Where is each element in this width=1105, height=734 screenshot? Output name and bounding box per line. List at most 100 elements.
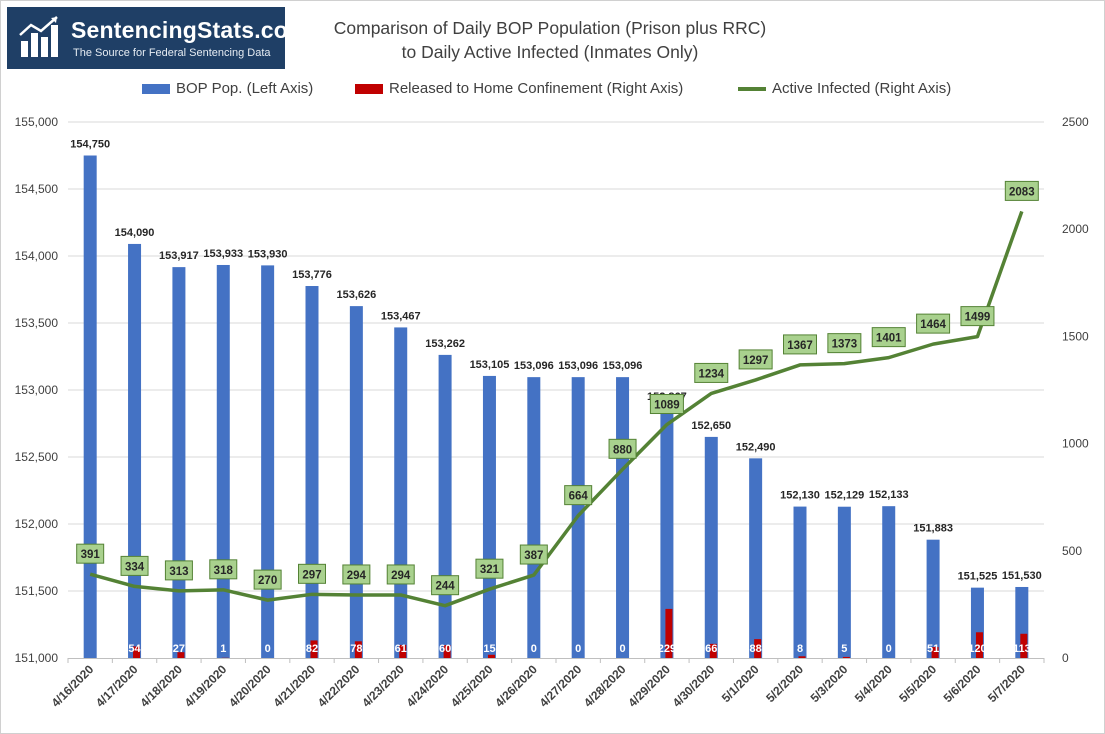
active-infected-data-label: 880: [613, 444, 632, 456]
bar-chart-logo-icon: [19, 16, 58, 57]
released-data-label: 229: [658, 643, 676, 655]
active-infected-data-label: 1464: [920, 319, 946, 331]
released-bar: [354, 641, 362, 658]
right-axis-tick-label: 500: [1062, 544, 1082, 558]
bop-pop-bar: [438, 354, 452, 658]
right-axis-tick-label: 2500: [1062, 115, 1089, 129]
x-axis-category-label: 5/7/2020: [985, 662, 1028, 705]
legend-label-active-infected: Active Infected (Right Axis): [772, 80, 952, 97]
legend-label-released: Released to Home Confinement (Right Axis…: [389, 80, 684, 97]
active-infected-label-box: [519, 544, 548, 565]
bop-pop-data-label: 153,096: [514, 360, 554, 372]
right-axis-tick-label: 1500: [1062, 329, 1089, 343]
released-bar: [310, 640, 318, 658]
bop-pop-bar: [926, 539, 940, 658]
right-axis-tick-label: 2000: [1062, 222, 1089, 236]
active-infected-label-box: [738, 349, 773, 370]
active-infected-data-label: 2083: [1009, 186, 1035, 198]
active-infected-data-label: 1401: [876, 333, 902, 345]
active-infected-data-label: 270: [258, 575, 277, 587]
active-infected-data-label: 664: [569, 491, 589, 503]
active-infected-data-label: 244: [435, 581, 455, 593]
active-infected-data-label: 1089: [654, 400, 680, 412]
bop-pop-bar: [83, 155, 97, 658]
left-axis-tick-label: 153,000: [15, 383, 59, 397]
active-infected-label-box: [475, 558, 504, 579]
bop-pop-data-label: 151,530: [1002, 570, 1042, 582]
active-infected-data-label: 387: [524, 550, 543, 562]
x-axis-category-label: 5/3/2020: [808, 662, 851, 705]
released-bar: [1020, 633, 1028, 658]
bop-pop-data-label: 153,933: [203, 248, 243, 260]
left-axis-tick-label: 153,500: [15, 316, 59, 330]
active-infected-data-label: 318: [214, 565, 234, 577]
bop-pop-data-label: 152,650: [691, 420, 731, 432]
brand-logo[interactable]: SentencingStats.com The Source for Feder…: [7, 7, 308, 69]
released-bar: [931, 647, 939, 658]
left-axis-ticks: 151,000 151,500 152,000 152,500 153,000 153,5…: [15, 115, 59, 665]
bop-pop-bar: [172, 267, 186, 658]
chart-legend: BOP Pop. (Left Axis) Released to Home Co…: [0, 78, 1105, 102]
bop-pop-data-label: 151,883: [913, 523, 953, 535]
bop-pop-bar: [349, 306, 363, 658]
released-data-label: 8: [797, 643, 803, 655]
bop-pop-bar: [616, 377, 630, 658]
active-infected-series-line: [89, 210, 1024, 608]
released-data-label: 0: [531, 643, 537, 655]
x-axis-category-label: 5/5/2020: [896, 662, 939, 705]
active-infected-label-box: [960, 306, 995, 327]
bop-pop-bar: [837, 506, 851, 658]
active-infected-data-label: 1297: [743, 355, 769, 367]
active-infected-label-box: [76, 543, 105, 564]
x-axis-category-label: 4/26/2020: [492, 662, 540, 710]
released-data-label: 120: [968, 643, 986, 655]
bop-pop-data-label: 152,490: [736, 441, 776, 453]
bop-pop-bars: [83, 155, 1029, 658]
active-infected-data-label: 1499: [965, 312, 991, 324]
x-axis-category-label: 4/27/2020: [537, 662, 585, 710]
bop-pop-data-label: 152,129: [824, 490, 864, 502]
active-infected-line: [89, 210, 1024, 608]
active-infected-label-box: [694, 362, 729, 383]
active-infected-label-box: [649, 394, 684, 415]
released-bar: [399, 644, 407, 658]
left-axis-tick-label: 152,500: [15, 450, 59, 464]
bop-pop-bar: [216, 264, 230, 658]
released-bar: [754, 639, 762, 658]
bop-pop-data-label: 153,105: [470, 359, 510, 371]
released-data-label: 27: [173, 643, 185, 655]
x-axis-category-label: 5/1/2020: [719, 662, 762, 705]
active-infected-data-label: 294: [391, 570, 411, 582]
released-bar: [975, 632, 983, 658]
x-axis-category-label: 5/4/2020: [852, 662, 895, 705]
active-infected-label-box: [827, 333, 862, 354]
x-axis-category-label: 4/18/2020: [137, 662, 185, 710]
legend-swatch-blue: [142, 83, 170, 94]
brand-name: SentencingStats.com: [71, 17, 309, 43]
released-data-label: 66: [705, 643, 717, 655]
active-infected-data-label: 391: [81, 549, 101, 561]
bop-pop-bar: [394, 327, 408, 658]
right-axis-tick-label: 0: [1062, 651, 1069, 665]
active-infected-label-box: [783, 334, 817, 355]
released-bar: [487, 654, 495, 658]
active-infected-data-label: 294: [347, 570, 367, 582]
bop-pop-data-label: 153,917: [159, 250, 199, 262]
active-infected-label-box: [871, 327, 906, 348]
released-data-label: 51: [927, 643, 939, 655]
active-infected-label-box: [431, 575, 460, 596]
bop-pop-data-labels: 154,750 154,090 153,917 153,933 153,930 153,7…: [70, 139, 1041, 583]
bop-pop-data-label: 152,130: [780, 490, 820, 502]
released-data-label: 82: [306, 643, 318, 655]
active-infected-data-label: 321: [480, 564, 500, 576]
active-infected-data-label: 1367: [787, 340, 813, 352]
left-axis-tick-label: 151,000: [15, 651, 59, 665]
x-axis-category-label: 4/16/2020: [49, 662, 97, 710]
legend-swatch-red: [355, 83, 383, 94]
x-axis-category-label: 4/21/2020: [270, 662, 318, 710]
active-infected-data-label: 1234: [698, 368, 724, 380]
released-bar: [709, 643, 717, 658]
bop-pop-data-label: 153,776: [292, 269, 332, 281]
bop-pop-data-label: 152,133: [869, 489, 909, 501]
active-infected-label-box: [342, 564, 371, 585]
